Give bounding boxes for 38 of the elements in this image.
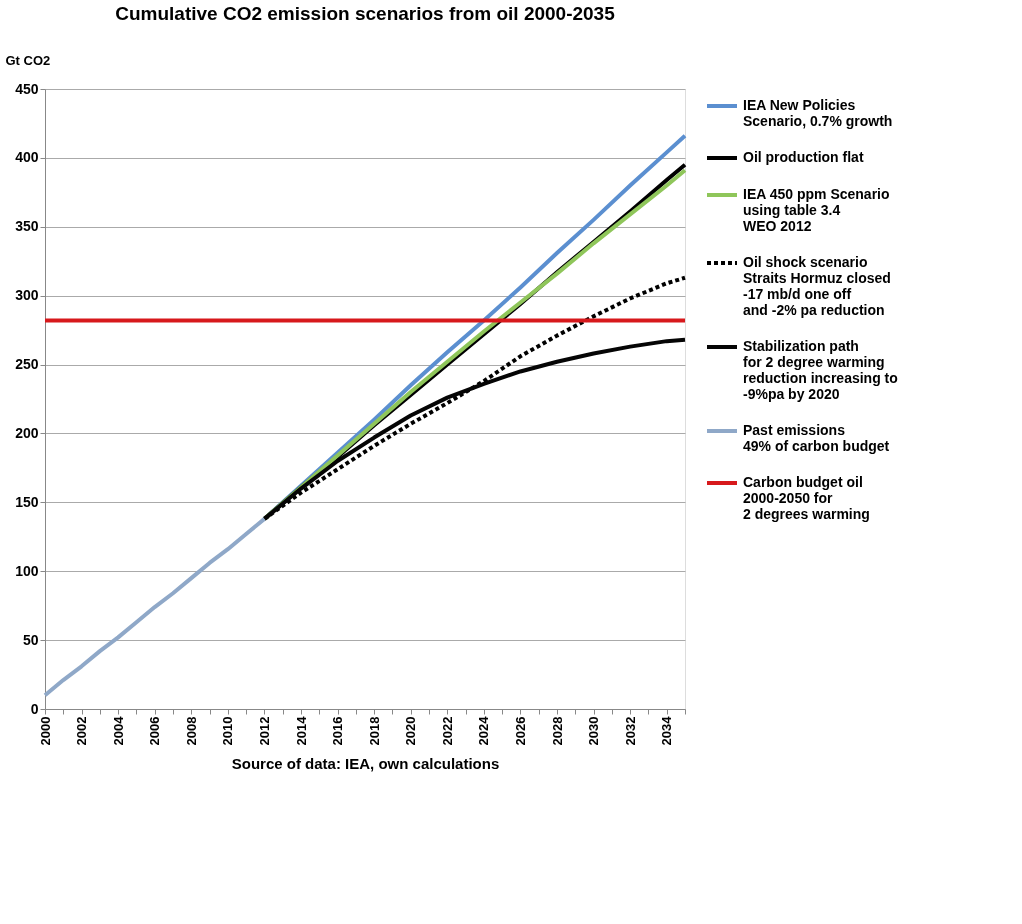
chart-title: Cumulative CO2 emission scenarios from oil 2000-2035	[115, 3, 616, 24]
y-tick-label: 450	[15, 80, 39, 97]
x-tick-label: 2002	[74, 716, 90, 746]
x-axis-title: Source of data: IEA, own calculations	[231, 755, 500, 773]
x-tick-label: 2018	[366, 716, 382, 746]
legend-label: Carbon budget oil 2000-2050 for 2 degrees warming	[743, 474, 870, 522]
x-tick-label: 2030	[586, 716, 602, 746]
y-tick-label: 0	[30, 700, 39, 717]
x-tick-label: 2022	[439, 716, 455, 746]
x-tick-label: 2016	[330, 716, 346, 746]
y-tick-label: 200	[15, 424, 39, 441]
x-tick-label: 2000	[37, 716, 53, 746]
x-tick-label: 2004	[110, 715, 126, 746]
x-tick-label: 2026	[512, 716, 528, 746]
x-tick-label: 2008	[183, 716, 199, 746]
x-tick-label: 2024	[476, 715, 492, 746]
x-tick-label: 2032	[622, 716, 638, 746]
legend-label: Oil shock scenario Straits Hormuz closed -17 mb/d one off and -2% pa reduction	[743, 254, 891, 318]
y-tick-label: 400	[15, 149, 39, 166]
y-tick-label: 300	[15, 287, 39, 304]
y-tick-label: 100	[15, 562, 39, 579]
y-tick-label: 150	[15, 493, 39, 510]
legend-label: IEA 450 ppm Scenario using table 3.4 WEO 2012	[743, 186, 890, 234]
y-tick-label: 50	[22, 631, 39, 648]
x-tick-label: 2012	[256, 716, 272, 746]
legend-label: Past emissions 49% of carbon budget	[743, 422, 890, 454]
x-tick-label: 2034	[659, 715, 675, 746]
legend-label: Stabilization path for 2 degree warming reduction increasing to -9%pa by 2020	[743, 338, 898, 402]
x-tick-label: 2020	[403, 716, 419, 746]
x-tick-label: 2006	[147, 716, 163, 746]
y-tick-label: 250	[15, 356, 39, 373]
y-axis-title: Gt CO2	[5, 52, 51, 68]
legend-label: Oil production flat	[743, 149, 864, 165]
y-tick-label: 350	[15, 218, 39, 235]
x-tick-label: 2028	[549, 716, 565, 746]
x-tick-label: 2014	[293, 715, 309, 746]
x-tick-label: 2010	[220, 716, 236, 746]
legend-label: IEA New Policies Scenario, 0.7% growth	[743, 97, 893, 129]
